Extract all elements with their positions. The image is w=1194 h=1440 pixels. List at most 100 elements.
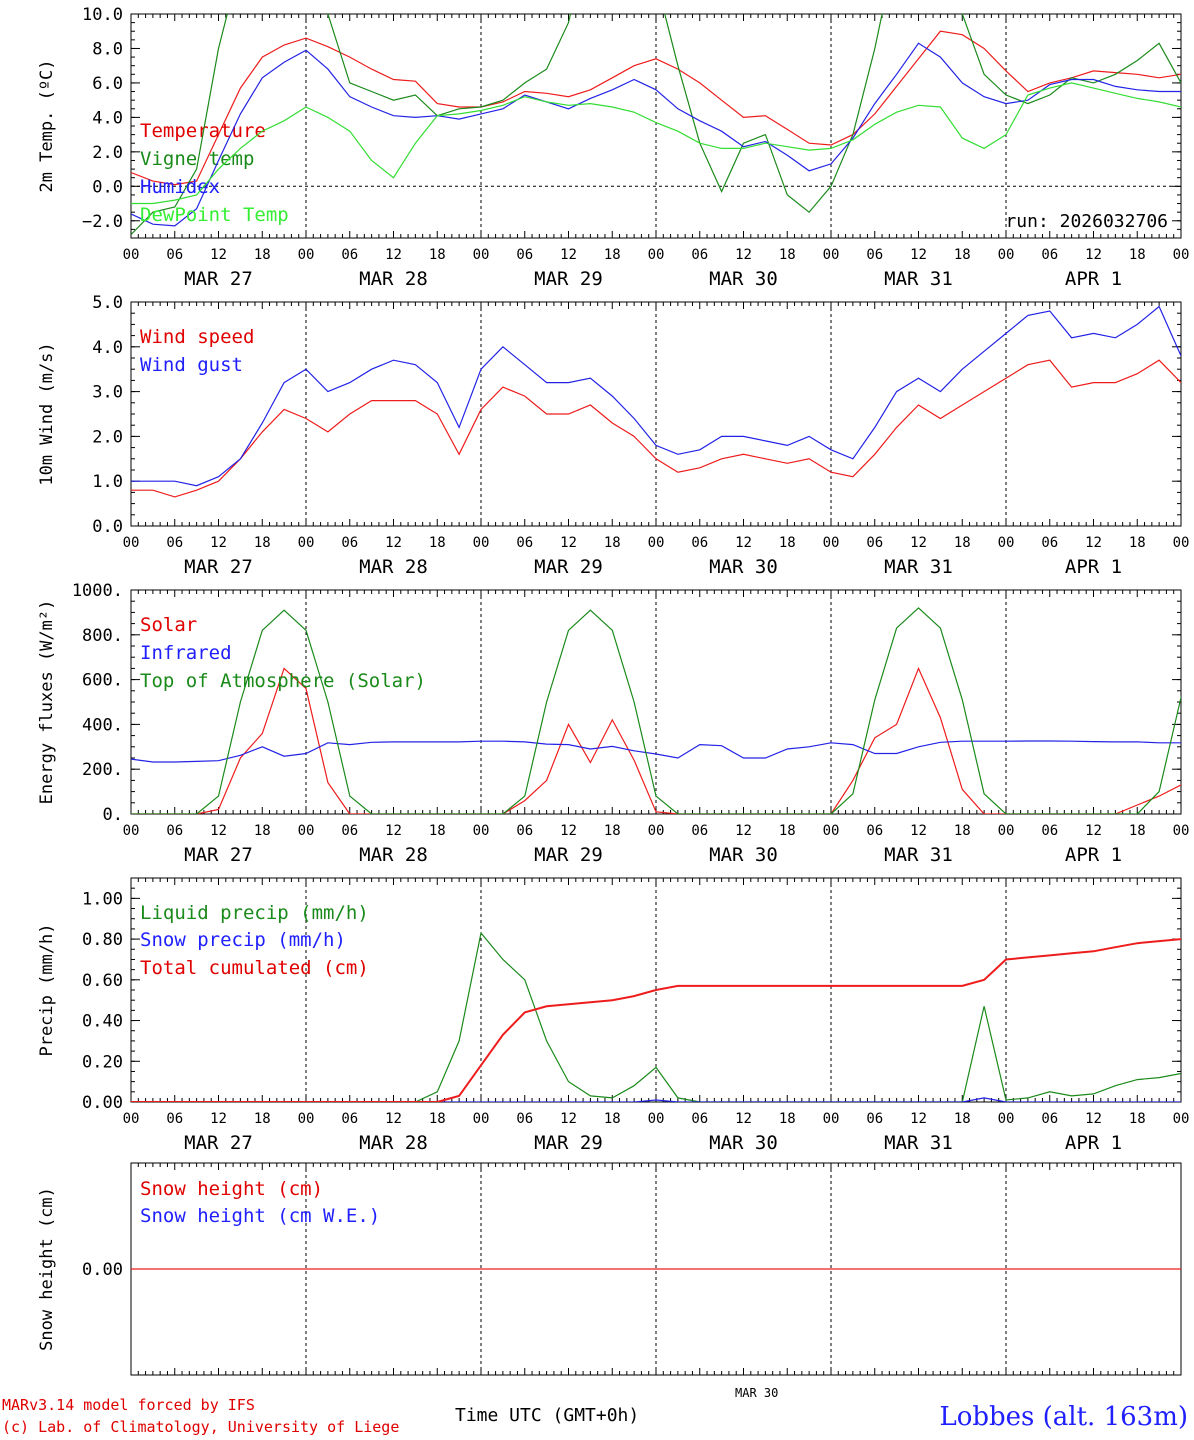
wind-hour-label: 06 (1041, 535, 1058, 551)
precip-hour-label: 06 (166, 1111, 183, 1127)
precip-hour-label: 12 (560, 1111, 577, 1127)
precip-legend-entry: Total cumulated (cm) (140, 957, 369, 979)
precip-hour-label: 06 (1041, 1111, 1058, 1127)
wind-hour-label: 12 (210, 535, 227, 551)
temp-hour-label: 06 (1041, 247, 1058, 263)
precip-hour-label: 00 (648, 1111, 665, 1127)
wind-day-label: MAR 28 (359, 556, 428, 578)
temp-hour-label: 18 (604, 247, 621, 263)
temp-series-dewpoint-temp (131, 82, 1181, 205)
temp-hour-label: 00 (1173, 247, 1190, 263)
precip-hour-label: 06 (691, 1111, 708, 1127)
x-axis-title: Time UTC (GMT+0h) (455, 1405, 640, 1426)
wind-day-label: APR 1 (1065, 556, 1122, 578)
precip-hour-label: 12 (1085, 1111, 1102, 1127)
temp-hour-label: 12 (560, 247, 577, 263)
precip-y-tick-label: 0.80 (82, 930, 123, 950)
temp-y-tick-label: 6.0 (92, 74, 123, 94)
energy-hour-label: 06 (1041, 823, 1058, 839)
precip-series-total-cumulated-cm (131, 938, 1181, 1102)
energy-y-tick-label: 800. (82, 626, 123, 646)
wind-hour-label: 06 (166, 535, 183, 551)
energy-hour-label: 18 (1129, 823, 1146, 839)
energy-hour-label: 06 (691, 823, 708, 839)
energy-legend-entry: Infrared (140, 642, 232, 664)
temp-day-label: MAR 27 (184, 268, 253, 290)
energy-day-label: APR 1 (1065, 844, 1122, 866)
temp-y-tick-label: 10.0 (82, 5, 123, 25)
precip-hour-label: 00 (123, 1111, 140, 1127)
energy-hour-label: 18 (429, 823, 446, 839)
energy-hour-label: 12 (385, 823, 402, 839)
wind-hour-label: 00 (473, 535, 490, 551)
energy-hour-label: 18 (954, 823, 971, 839)
wind-y-tick-label: 4.0 (92, 338, 123, 358)
temp-hour-label: 12 (210, 247, 227, 263)
wind-hour-label: 00 (823, 535, 840, 551)
temp-hour-label: 18 (429, 247, 446, 263)
precip-hour-label: 06 (516, 1111, 533, 1127)
energy-hour-label: 18 (779, 823, 796, 839)
wind-hour-label: 06 (341, 535, 358, 551)
wind-hour-label: 18 (779, 535, 796, 551)
precip-hour-label: 12 (385, 1111, 402, 1127)
wind-day-label: MAR 29 (534, 556, 603, 578)
precip-legend-entry: Liquid precip (mm/h) (140, 902, 369, 924)
temp-hour-label: 12 (910, 247, 927, 263)
energy-y-tick-label: 600. (82, 671, 123, 691)
credit-lab: (c) Lab. of Climatology, University of L… (2, 1418, 400, 1436)
temp-hour-label: 00 (298, 247, 315, 263)
wind-y-axis-label: 10m Wind (m/s) (37, 342, 57, 485)
precip-hour-label: 06 (866, 1111, 883, 1127)
snow-y-tick-label: 0.00 (82, 1260, 123, 1280)
station-name: Lobbes (alt. 163m) (939, 1402, 1188, 1432)
precip-hour-label: 18 (254, 1111, 271, 1127)
wind-hour-label: 06 (516, 535, 533, 551)
precip-day-label: MAR 29 (534, 1132, 603, 1154)
wind-hour-label: 18 (604, 535, 621, 551)
temp-series-vigne-temp (131, 14, 1181, 236)
wind-hour-label: 18 (954, 535, 971, 551)
precip-day-label: MAR 27 (184, 1132, 253, 1154)
temp-series-humidex (131, 42, 1181, 227)
panel-precip: 0.00 0.20 0.40 0.60 0.80 1.00 Precip (mm/h) 00 0… (37, 877, 1189, 1154)
temp-day-label: APR 1 (1065, 268, 1122, 290)
temp-y-tick-label: 0.0 (92, 177, 123, 197)
temp-hour-label: 00 (998, 247, 1015, 263)
wind-hour-label: 12 (910, 535, 927, 551)
temp-day-label: MAR 30 (709, 268, 778, 290)
precip-y-tick-label: 0.60 (82, 971, 123, 991)
temp-hour-label: 18 (1129, 247, 1146, 263)
temp-hour-label: 06 (516, 247, 533, 263)
precip-hour-label: 06 (341, 1111, 358, 1127)
precip-hour-label: 12 (210, 1111, 227, 1127)
temp-day-label: MAR 28 (359, 268, 428, 290)
precip-series-snow-precip-mm-h (131, 1097, 1181, 1102)
temp-legend-entry: Humidex (140, 176, 220, 198)
energy-hour-label: 06 (866, 823, 883, 839)
snow-y-axis-label: Snow height (cm) (37, 1187, 57, 1351)
energy-day-label: MAR 30 (709, 844, 778, 866)
energy-series-top-of-atmosphere-solar (131, 607, 1181, 814)
temp-hour-label: 18 (779, 247, 796, 263)
precip-hour-label: 18 (954, 1111, 971, 1127)
run-label: run: 2026032706 (1005, 211, 1168, 232)
energy-y-tick-label: 400. (82, 715, 123, 735)
panel-energy: 0. 200. 400. 600. 800. 1000. Energy fluxes (W/… (37, 581, 1189, 866)
energy-y-axis-label: Energy fluxes (W/m²) (37, 600, 57, 805)
precip-hour-label: 18 (429, 1111, 446, 1127)
energy-hour-label: 12 (1085, 823, 1102, 839)
month-note-number: 30 (763, 1386, 779, 1400)
wind-day-label: MAR 30 (709, 556, 778, 578)
precip-hour-label: 00 (998, 1111, 1015, 1127)
wind-hour-label: 00 (648, 535, 665, 551)
month-note-label: MAR (735, 1386, 757, 1400)
precip-y-axis-label: Precip (mm/h) (37, 923, 57, 1056)
temp-hour-label: 00 (823, 247, 840, 263)
temp-series-temperature (131, 30, 1181, 186)
temp-legend-entry: Vigne temp (140, 148, 254, 170)
precip-y-tick-label: 0.40 (82, 1012, 123, 1032)
energy-day-label: MAR 28 (359, 844, 428, 866)
wind-hour-label: 12 (1085, 535, 1102, 551)
wind-day-label: MAR 27 (184, 556, 253, 578)
